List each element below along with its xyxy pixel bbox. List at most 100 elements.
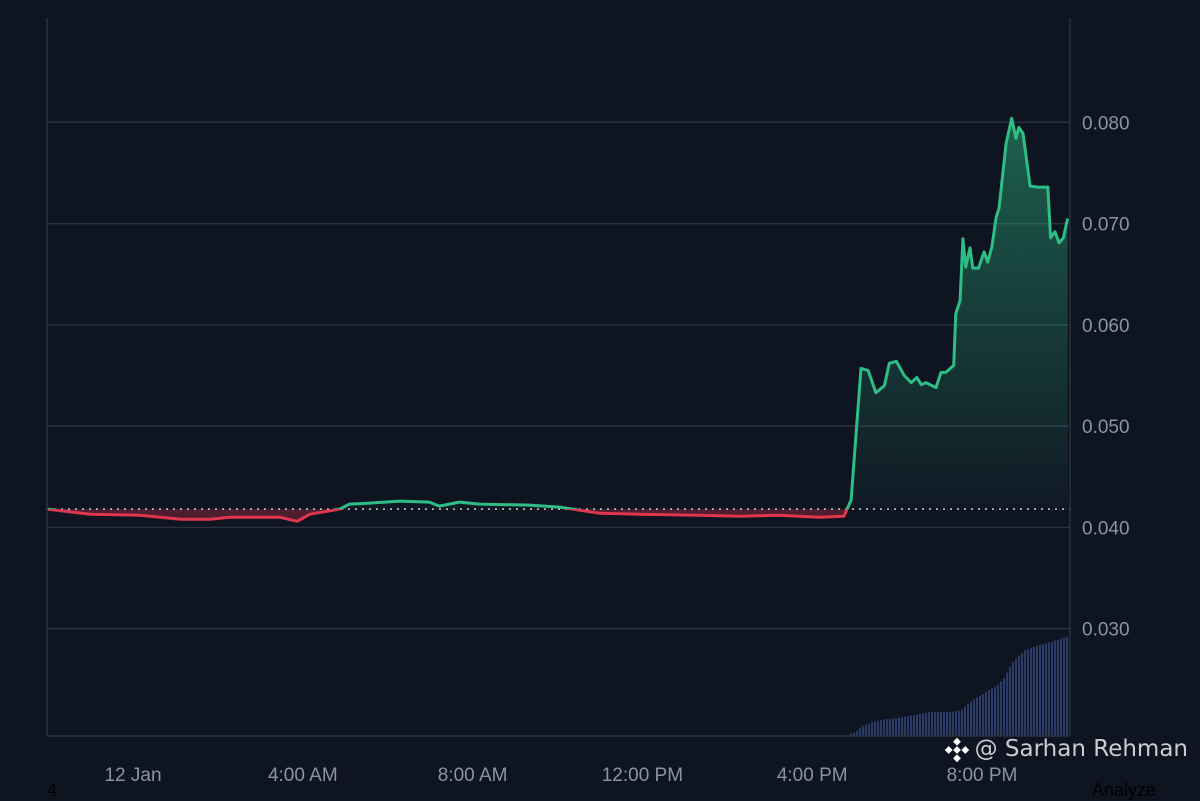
data-point [972,267,974,269]
volume-bar [979,695,981,736]
data-point [349,503,351,505]
data-point [1063,237,1065,239]
data-point [945,372,947,374]
volume-bar [1027,649,1029,736]
price-line-up [48,116,1070,510]
data-point [458,501,460,503]
volume-bar [1042,644,1044,736]
data-point [965,266,967,268]
volume-bar [937,712,939,736]
data-point [903,375,905,377]
data-point [1038,186,1040,188]
x-tick-label: 4:00 AM [268,765,338,786]
volume-bar [991,688,993,736]
data-point [867,370,869,372]
volume-bar [862,725,864,736]
y-tick-label: 0.060 [1082,316,1130,337]
data-point [884,385,886,387]
volume-bar [886,719,888,736]
volume-bar [1063,637,1065,736]
data-point [339,508,341,510]
volume-bar [973,699,975,736]
data-point [579,509,581,511]
x-tick-label: 12:00 PM [602,765,683,786]
volume-bar [1045,643,1047,736]
volume-bar [1015,658,1017,736]
volume-bar [961,709,963,736]
y-tick-label: 0.050 [1082,417,1130,438]
volume-bar [1060,638,1062,736]
area-fill-down [48,509,1068,522]
x-tick-label: 4:00 PM [777,765,848,786]
area-fill-up [339,118,1068,510]
data-point [1054,231,1056,233]
volume-bar [880,720,882,736]
data-point [1005,143,1007,145]
data-point [998,208,1000,210]
data-point [279,516,281,518]
data-point [1022,133,1024,135]
volume-bar [850,733,852,736]
data-point [925,382,927,384]
data-point [940,372,942,374]
volume-bars [850,636,1068,736]
volume-bar [865,724,867,736]
data-point [1011,117,1013,119]
data-point [209,518,211,520]
volume-bar [874,721,876,736]
volume-bar [907,716,909,736]
volume-bar [943,712,945,736]
volume-bar [856,730,858,736]
data-point [639,513,641,515]
volume-bar [1021,652,1023,736]
volume-bar [1006,672,1008,736]
data-point [1018,127,1020,129]
data-point [818,516,820,518]
data-point [1067,218,1069,220]
data-point [959,300,961,302]
x-axis: 12 Jan 4:00 AM 8:00 AM 12:00 PM 4:00 PM 8:00 … [104,765,1017,786]
volume-bar [1048,642,1050,736]
volume-bar [1066,636,1068,736]
volume-bar [1018,655,1020,736]
volume-bar [964,706,966,736]
data-point [309,513,311,515]
volume-bar [967,703,969,736]
volume-bar [868,723,870,736]
data-point [180,518,182,520]
volume-bar [958,710,960,736]
volume-bar [913,715,915,736]
volume-bar [1033,646,1035,736]
data-point [843,515,845,517]
plot-frame [46,18,1071,737]
data-point [995,217,997,219]
data-point [896,361,898,363]
data-point [889,363,891,365]
volume-bar [901,717,903,736]
volume-bar [946,712,948,736]
data-point [429,501,431,503]
volume-bar [916,714,918,736]
data-point [778,514,780,516]
volume-bar [940,712,942,736]
binance-logo-icon [944,737,969,762]
y-tick-label: 0.030 [1082,620,1130,641]
data-point [978,267,980,269]
data-point [296,521,298,523]
data-point [1050,237,1052,239]
data-point [935,387,937,389]
data-point [698,514,700,516]
y-tick-label: 0.070 [1082,215,1130,236]
data-point [983,251,985,253]
volume-bar [1003,678,1005,736]
volume-bar [904,716,906,736]
volume-bar [949,712,951,736]
volume-bar [898,717,900,736]
volume-bar [889,718,891,736]
data-point [399,500,401,502]
analyze-label: Analyze [1092,780,1157,800]
volume-bar [1036,645,1038,736]
data-point [920,384,922,386]
volume-bar [1039,644,1041,736]
